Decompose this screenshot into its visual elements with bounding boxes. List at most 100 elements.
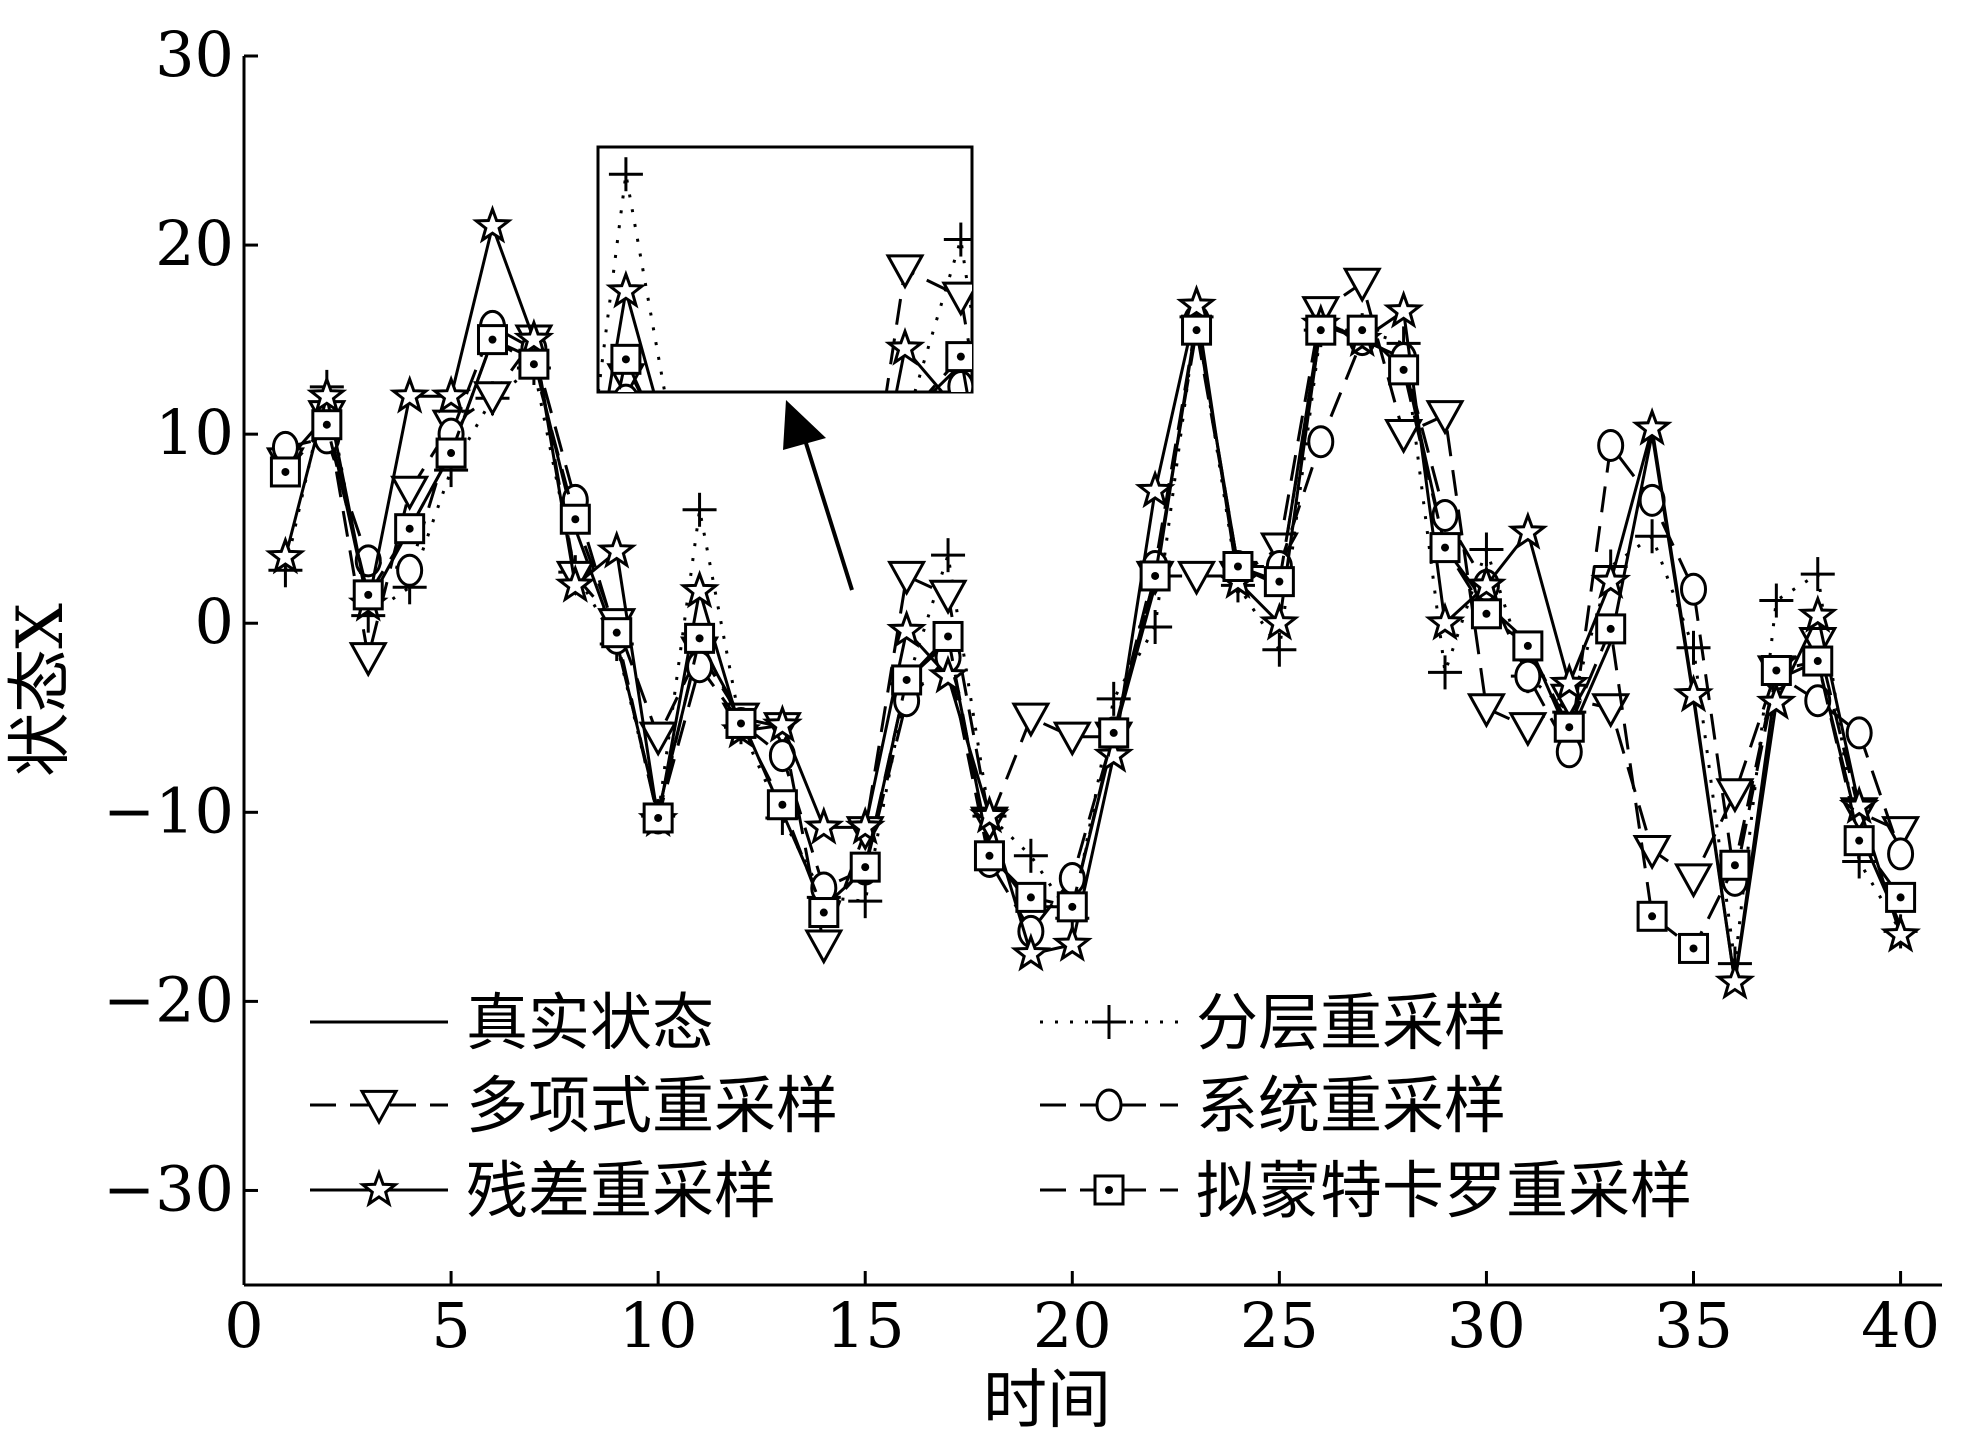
data-point: [1469, 532, 1504, 567]
data-point: [1553, 711, 1585, 743]
series-1: [268, 299, 1918, 981]
data-point: [762, 703, 803, 743]
legend-label: 系统重采样: [1196, 1069, 1506, 1142]
data-point: [1512, 630, 1544, 662]
data-point: [1838, 785, 1880, 824]
series-group: [264, 204, 1921, 1000]
inset-series-line: [607, 290, 945, 392]
inset-series-line: [953, 383, 964, 392]
series-line: [283, 221, 1903, 983]
inset-data-point: [891, 405, 919, 433]
inset-data-point: [668, 468, 696, 496]
data-point: [394, 513, 426, 545]
inset-data-point: [885, 254, 925, 290]
legend-marker: [1095, 1088, 1123, 1122]
x-tick-label: 0: [224, 1289, 263, 1362]
data-point: [927, 654, 969, 694]
data-point: [1263, 566, 1295, 598]
data-point: [306, 374, 348, 414]
data-point: [1139, 560, 1171, 592]
data-point: [1259, 532, 1299, 568]
data-point: [472, 204, 513, 244]
series-line: [284, 318, 1902, 983]
data-point: [1222, 551, 1254, 583]
data-point: [1134, 469, 1176, 509]
inset-data-point: [608, 157, 643, 192]
data-point: [1305, 314, 1337, 346]
inset-data-point: [941, 281, 972, 317]
inset-data-point: [721, 601, 755, 635]
data-point: [1631, 407, 1673, 446]
data-point: [601, 617, 633, 649]
data-point: [1632, 835, 1672, 871]
y-tick-label: 20: [155, 207, 234, 280]
inset-data-point: [721, 474, 755, 505]
data-point: [476, 324, 508, 356]
data-point: [311, 409, 343, 441]
legend-label: 拟蒙特卡罗重采样: [1196, 1154, 1692, 1227]
data-point: [1307, 425, 1335, 459]
data-point: [1424, 601, 1466, 641]
legend-marker: [358, 1168, 400, 1208]
y-axis-title: 状态X: [4, 603, 78, 777]
data-point: [766, 789, 798, 821]
data-point: [1384, 419, 1424, 455]
data-point: [1098, 717, 1130, 749]
data-point: [1176, 560, 1217, 597]
data-point: [891, 664, 923, 696]
data-point: [1759, 583, 1794, 618]
inset-data-point: [610, 343, 642, 375]
data-point: [1051, 923, 1093, 962]
data-point: [638, 721, 678, 757]
data-point: [1756, 681, 1797, 720]
data-point: [1760, 655, 1792, 686]
legend-entry-0: 真实状态: [310, 986, 714, 1059]
data-point: [1425, 400, 1465, 436]
data-point: [679, 569, 720, 609]
data-point: [1470, 598, 1502, 630]
inset-data-point: [945, 341, 972, 373]
axes: 0 5 10 15 20 25 30 35 40 30 20 10 0 −10 −20 −30: [103, 18, 1942, 1362]
data-point: [844, 805, 886, 845]
data-point: [435, 437, 467, 469]
legend-entry-1: 分层重采样: [1040, 986, 1506, 1059]
series-0: [284, 318, 1902, 983]
y-tick-label: 10: [155, 396, 234, 469]
data-point: [1885, 881, 1917, 913]
inset-data-point: [832, 721, 866, 755]
series-line: [284, 328, 1902, 951]
data-point: [1714, 961, 1756, 1000]
legend-marker: [1093, 1174, 1125, 1206]
inset-data-point: [726, 513, 750, 543]
data-point: [1845, 716, 1873, 750]
y-tick-label: 0: [195, 585, 234, 658]
data-point: [1595, 613, 1627, 645]
data-point: [1673, 863, 1714, 899]
inset-data-point: [893, 434, 917, 464]
legend-entry-2: 多项式重采样: [310, 1069, 838, 1142]
series-2: [265, 267, 1921, 965]
inset-data-point: [884, 326, 926, 366]
data-point: [513, 318, 555, 357]
data-point: [886, 609, 927, 649]
data-point: [1428, 655, 1463, 690]
data-point: [1052, 721, 1092, 757]
data-point: [1383, 289, 1424, 329]
data-point: [1096, 681, 1131, 716]
data-point: [1591, 693, 1631, 729]
data-point: [559, 503, 591, 535]
data-point: [1346, 314, 1378, 346]
inset-data-point: [945, 397, 977, 428]
data-point: [848, 884, 883, 919]
legend-entry-3: 系统重采样: [1040, 1069, 1506, 1142]
legend-marker: [359, 1089, 399, 1126]
inset-data-point: [670, 467, 694, 497]
data-point: [1429, 532, 1461, 564]
y-tick-label: 30: [155, 18, 234, 91]
inset-arrow: [803, 439, 854, 591]
data-point: [1013, 838, 1048, 873]
inset-data-point: [777, 615, 809, 646]
inset-arrow-head: [783, 400, 826, 450]
data-point: [1093, 734, 1135, 773]
data-point: [1880, 913, 1921, 953]
